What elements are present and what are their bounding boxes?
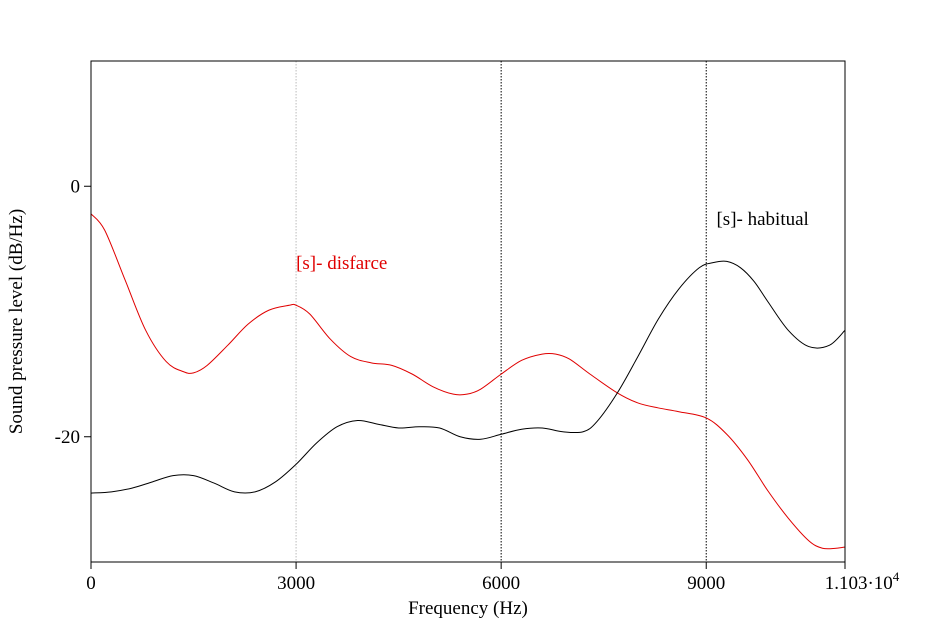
vertical-reference-lines: [295, 61, 707, 562]
annotation-habitual: [s]- habitual: [716, 209, 808, 230]
x-tick-label: 1.103·104: [825, 569, 900, 594]
x-tick-label: 6000: [482, 573, 520, 594]
series-line-habitual: [90, 260, 846, 494]
y-axis-ticks: 0 -20: [55, 176, 91, 448]
series-line-disfarce: [90, 213, 846, 550]
x-axis-label: Frequency (Hz): [408, 598, 528, 619]
y-tick-label: -20: [55, 427, 80, 448]
x-tick-label: 9000: [687, 573, 725, 594]
y-axis-label: Sound pressure level (dB/Hz): [6, 209, 27, 434]
series-lines: [90, 213, 846, 550]
x-tick-label: 3000: [277, 573, 315, 594]
y-tick-label: 0: [71, 176, 81, 197]
x-tick-label-exponent: 4: [893, 569, 900, 584]
plot-frame: [90, 60, 846, 563]
series-annotations: [s]- disfarce [s]- habitual: [296, 209, 809, 274]
x-axis-ticks: 0 3000 6000 9000 1.103·104: [86, 562, 900, 594]
annotation-disfarce: [s]- disfarce: [296, 253, 387, 274]
x-tick-label: 0: [86, 573, 96, 594]
